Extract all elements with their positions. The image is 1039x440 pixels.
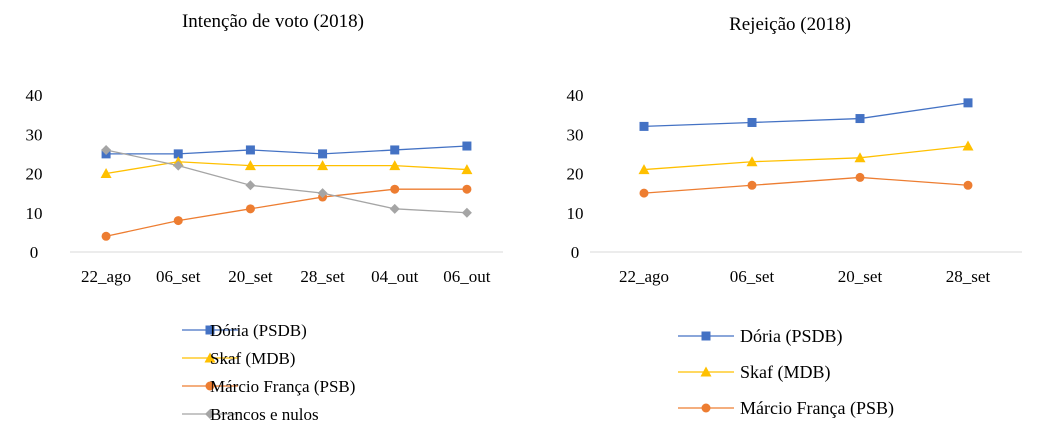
legend-marker xyxy=(205,409,215,419)
legend-label: Skaf (MDB) xyxy=(740,362,831,383)
series-line xyxy=(643,102,969,128)
y-tick-label: 0 xyxy=(571,243,580,262)
y-tick-label: 20 xyxy=(26,165,43,184)
data-point xyxy=(639,188,649,198)
legend: Dória (PSDB) Skaf (MDB) Márcio França (PSB… xyxy=(678,326,894,419)
legend-item: Dória (PSDB) xyxy=(678,326,843,347)
data-point xyxy=(461,207,472,218)
legend-item: Márcio França (PSB) xyxy=(182,377,355,396)
x-tick-label: 06_set xyxy=(730,267,775,286)
y-tick-label: 30 xyxy=(26,125,43,144)
chart-intencao-de-voto: Intenção de voto (2018) 0 10 20 30 40 22_ago 0… xyxy=(26,11,503,424)
series-2 xyxy=(639,172,973,198)
data-point xyxy=(390,184,400,194)
y-tick-label: 40 xyxy=(26,86,43,105)
data-point xyxy=(747,117,757,127)
series-line xyxy=(643,176,969,194)
data-point xyxy=(101,231,111,241)
data-point xyxy=(461,164,473,175)
x-tick-label: 22_ago xyxy=(619,267,669,286)
data-point xyxy=(962,140,974,151)
legend-label: Márcio França (PSB) xyxy=(740,398,894,419)
x-tick-label: 06_set xyxy=(156,267,201,286)
series-line xyxy=(105,149,467,214)
x-tick-label: 06_out xyxy=(443,267,491,286)
legend-marker xyxy=(205,325,215,335)
y-tick-label: 30 xyxy=(567,125,584,144)
series-1 xyxy=(100,156,473,178)
x-tick-label: 20_set xyxy=(228,267,273,286)
legend-label: Skaf (MDB) xyxy=(210,349,295,368)
data-point xyxy=(462,184,472,194)
x-tick-label: 20_set xyxy=(838,267,883,286)
y-tick-label: 10 xyxy=(567,204,584,223)
series-2 xyxy=(101,184,472,241)
legend-item: Skaf (MDB) xyxy=(182,349,295,368)
data-point xyxy=(173,160,184,171)
data-point xyxy=(963,180,973,190)
legend-marker xyxy=(700,366,712,377)
legend-item: Brancos e nulos xyxy=(182,405,319,424)
data-point xyxy=(318,149,328,159)
legend-item: Márcio França (PSB) xyxy=(678,398,894,419)
data-point xyxy=(746,156,758,167)
legend-label: Dória (PSDB) xyxy=(740,326,843,347)
data-point xyxy=(389,203,400,214)
x-tick-label: 04_out xyxy=(371,267,419,286)
chart-title: Rejeição (2018) xyxy=(729,14,851,35)
legend-label: Dória (PSDB) xyxy=(210,321,307,340)
x-tick-label: 28_set xyxy=(946,267,991,286)
data-point xyxy=(245,180,256,191)
series-line xyxy=(106,145,467,155)
y-tick-label: 40 xyxy=(567,86,584,105)
series-line xyxy=(105,188,467,237)
series-3 xyxy=(101,144,472,218)
data-point xyxy=(244,160,256,171)
data-point xyxy=(639,121,649,131)
series-0 xyxy=(639,98,973,131)
legend-marker xyxy=(701,403,711,413)
data-point xyxy=(173,149,183,159)
data-point xyxy=(101,144,112,155)
data-point xyxy=(245,145,255,155)
data-point xyxy=(855,114,865,124)
x-tick-label: 28_set xyxy=(300,267,345,286)
legend-label: Brancos e nulos xyxy=(210,405,319,424)
legend-item: Dória (PSDB) xyxy=(182,321,307,340)
data-point xyxy=(390,145,400,155)
series-0 xyxy=(101,141,472,159)
legend-marker xyxy=(204,352,216,363)
data-point xyxy=(389,160,401,171)
legend-marker xyxy=(205,381,215,391)
data-point xyxy=(245,204,255,214)
legend-label: Márcio França (PSB) xyxy=(210,377,355,396)
data-point xyxy=(638,164,650,175)
data-point xyxy=(963,98,973,108)
series-line xyxy=(643,145,969,171)
y-tick-label: 0 xyxy=(30,243,39,262)
series-line xyxy=(105,161,467,175)
data-point xyxy=(100,168,112,178)
series-1 xyxy=(638,140,974,175)
data-point xyxy=(855,172,865,182)
y-tick-label: 20 xyxy=(567,165,584,184)
chart-rejeicao: Rejeição (2018) 0 10 20 30 40 22_ago 06_set 20_… xyxy=(567,14,1022,419)
data-point xyxy=(854,152,866,163)
y-tick-label: 10 xyxy=(26,204,43,223)
data-point xyxy=(747,180,757,190)
legend: Dória (PSDB) Skaf (MDB) Márcio França (PSB… xyxy=(182,321,355,424)
x-tick-label: 22_ago xyxy=(81,267,131,286)
data-point xyxy=(317,188,328,199)
chart-title: Intenção de voto (2018) xyxy=(182,11,364,32)
legend-item: Skaf (MDB) xyxy=(678,362,831,383)
legend-marker xyxy=(701,331,711,341)
data-point xyxy=(317,160,329,171)
data-point xyxy=(462,141,472,151)
data-point xyxy=(173,216,183,226)
